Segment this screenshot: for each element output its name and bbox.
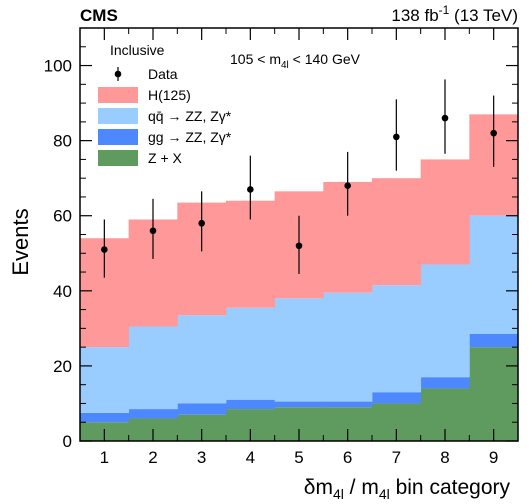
lumi-exponent: -1 xyxy=(439,3,450,17)
legend-label: Data xyxy=(148,66,178,82)
bar-2-6 xyxy=(323,292,373,402)
legend-label: Z + X xyxy=(148,150,183,166)
bar-2-8 xyxy=(420,264,470,378)
x-axis-title-sub2: 4l xyxy=(379,486,390,502)
bar-0-9 xyxy=(469,347,519,441)
data-point-8 xyxy=(441,114,449,122)
bar-2-3 xyxy=(177,315,227,404)
data-point-2 xyxy=(149,227,157,235)
lumi-value: 138 fb xyxy=(391,6,438,25)
bar-1-6 xyxy=(323,401,373,408)
bar-1-2 xyxy=(128,409,178,419)
bar-1-1 xyxy=(80,412,130,423)
bar-2-7 xyxy=(372,285,422,393)
x-tick-label: 3 xyxy=(197,448,206,467)
legend-swatch xyxy=(98,87,138,103)
x-tick-label: 8 xyxy=(440,448,449,467)
bar-2-2 xyxy=(128,326,178,410)
bar-3-8 xyxy=(420,159,470,265)
bar-2-5 xyxy=(274,298,324,402)
bar-1-7 xyxy=(372,392,422,404)
bar-1-9 xyxy=(469,333,519,348)
bar-1-8 xyxy=(420,377,470,389)
data-point-4 xyxy=(247,186,254,193)
bar-2-1 xyxy=(80,347,130,413)
bar-1-5 xyxy=(274,401,324,408)
axes: 0 20 40 60 80 100 1 2 3 4 5 6 7 8 9 xyxy=(44,27,519,467)
bar-1-3 xyxy=(177,403,227,415)
bar-2-9 xyxy=(469,215,519,334)
x-axis-title-mid: / m xyxy=(344,476,379,499)
legend-header: Inclusive xyxy=(110,42,165,58)
bar-1-4 xyxy=(226,399,276,410)
legend-label: gg → ZZ, Zγ* xyxy=(148,129,232,145)
x-tick-label: 9 xyxy=(489,448,498,467)
experiment-label: CMS xyxy=(80,6,118,25)
y-tick-label: 100 xyxy=(44,57,72,76)
x-tick-label: 5 xyxy=(294,448,303,467)
x-axis-title-main: δm xyxy=(304,476,333,499)
plot-area xyxy=(80,79,519,441)
x-tick-label: 6 xyxy=(343,448,352,467)
y-tick-label: 60 xyxy=(53,207,72,226)
x-tick-label: 2 xyxy=(148,448,157,467)
legend-label: qq̄ → ZZ, Zγ* xyxy=(148,108,232,124)
lumi-label: 138 fb-1 (13 TeV) xyxy=(391,3,518,25)
x-tick-label: 1 xyxy=(100,448,109,467)
y-axis-title: Events xyxy=(8,208,33,275)
annotation-sub: 4l xyxy=(281,60,289,71)
x-axis-title-sub: 4l xyxy=(333,486,344,502)
bar-2-4 xyxy=(226,307,276,400)
x-tick-label: 4 xyxy=(246,448,255,467)
mass-window-annotation: 105 < m4l < 140 GeV xyxy=(230,51,361,71)
x-tick-label: 7 xyxy=(392,448,401,467)
y-tick-label: 20 xyxy=(53,357,72,376)
y-tick-label: 0 xyxy=(63,432,72,451)
y-tick-label: 80 xyxy=(53,132,72,151)
legend-swatch xyxy=(98,150,138,166)
legend-marker-data xyxy=(114,70,122,78)
legend-swatch xyxy=(98,108,138,124)
legend: Inclusive Data H(125) qq̄ → ZZ, Zγ* gg → ZZ… xyxy=(98,42,232,166)
legend-swatch xyxy=(98,129,138,145)
data-point-5 xyxy=(295,242,303,250)
legend-label: H(125) xyxy=(148,87,191,103)
annotation-pre: 105 < m xyxy=(230,51,281,67)
data-point-6 xyxy=(344,182,351,189)
data-point-3 xyxy=(198,219,205,227)
data-point-9 xyxy=(490,129,497,137)
annotation-post: < 140 GeV xyxy=(289,51,361,67)
bar-3-7 xyxy=(372,178,422,286)
x-axis-title-tail: bin category xyxy=(390,476,511,499)
data-point-7 xyxy=(393,133,400,141)
x-axis-title: δm4l / m4l bin category xyxy=(304,476,511,502)
lumi-energy: (13 TeV) xyxy=(449,6,518,25)
data-point-1 xyxy=(101,246,108,253)
y-tick-label: 40 xyxy=(53,282,72,301)
